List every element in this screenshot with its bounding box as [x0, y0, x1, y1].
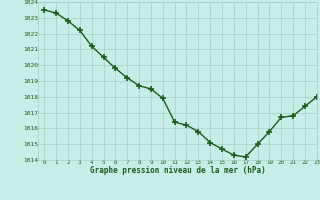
X-axis label: Graphe pression niveau de la mer (hPa): Graphe pression niveau de la mer (hPa) [90, 166, 266, 175]
